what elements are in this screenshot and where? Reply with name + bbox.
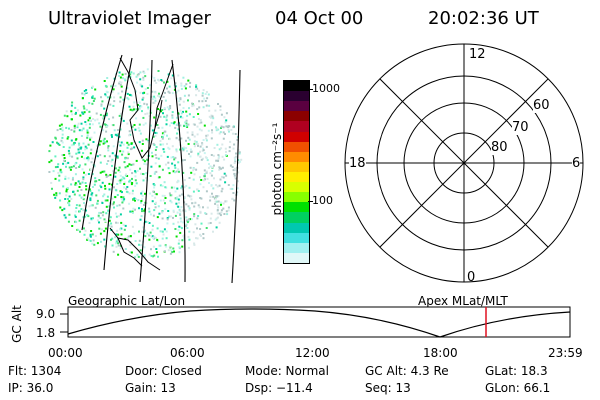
geographic-title: Geographic Lat/Lon (68, 294, 186, 308)
mlat-label-80: 80 (491, 140, 508, 155)
mlat-label-60: 60 (533, 98, 550, 113)
colorbar-tick-100: 100 (312, 194, 333, 207)
mlt-label-0: 0 (467, 270, 476, 285)
info-flt: Flt: 1304 (8, 364, 62, 378)
apex-title: Apex MLat/MLT (418, 294, 508, 308)
uv-image-disk (45, 54, 243, 284)
info-glat: GLat: 18.3 (485, 364, 548, 378)
date-label: 04 Oct 00 (275, 8, 364, 29)
x-tick-1800: 18:00 (423, 346, 458, 360)
info-seq: Seq: 13 (365, 381, 411, 395)
x-tick-0600: 06:00 (170, 346, 205, 360)
info-gain: Gain: 13 (125, 381, 176, 395)
colorbar-tick-1000: 1000 (312, 82, 340, 95)
info-glon: GLon: 66.1 (485, 381, 551, 395)
mlt-label-6: 6 (572, 156, 581, 171)
instrument-title: Ultraviolet Imager (48, 8, 211, 29)
x-tick-1200: 12:00 (295, 346, 330, 360)
info-dsp: Dsp: −11.4 (245, 381, 313, 395)
mlt-label-18: 18 (349, 156, 366, 171)
x-tick-0000: 00:00 (48, 346, 83, 360)
gc-alt-y-bottom: 1.8 (36, 326, 56, 340)
info-mode: Mode: Normal (245, 364, 329, 378)
mlat-label-70: 70 (512, 120, 529, 135)
time-label: 20:02:36 UT (428, 8, 539, 29)
gc-alt-y-top: 9.0 (36, 307, 56, 321)
info-door: Door: Closed (125, 364, 202, 378)
colorbar (283, 80, 310, 264)
info-ip: IP: 36.0 (8, 381, 54, 395)
mlt-label-12: 12 (469, 47, 486, 62)
x-tick-2359: 23:59 (548, 346, 583, 360)
info-gc-alt: GC Alt: 4.3 Re (365, 364, 449, 378)
